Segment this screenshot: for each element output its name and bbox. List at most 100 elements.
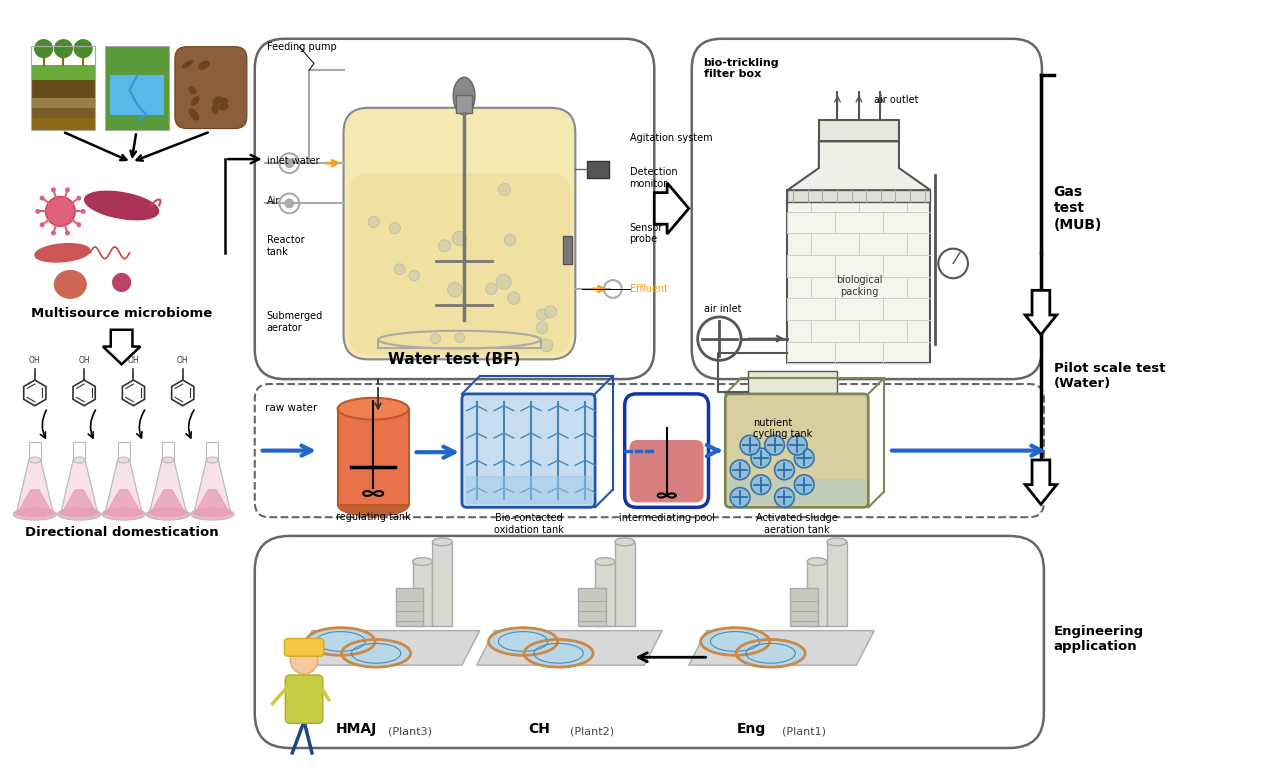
Circle shape: [537, 309, 548, 320]
Bar: [433, 542, 452, 626]
Text: Engineering
application: Engineering application: [1053, 625, 1143, 654]
Ellipse shape: [412, 557, 433, 565]
Bar: [819, 120, 898, 141]
FancyBboxPatch shape: [284, 638, 324, 656]
FancyBboxPatch shape: [344, 108, 575, 359]
Bar: [30, 80, 95, 98]
Ellipse shape: [146, 508, 189, 520]
Ellipse shape: [433, 538, 452, 546]
Ellipse shape: [453, 77, 475, 115]
FancyBboxPatch shape: [255, 39, 655, 379]
Bar: [30, 45, 95, 130]
FancyBboxPatch shape: [629, 440, 703, 503]
Circle shape: [368, 217, 379, 227]
Text: OH: OH: [79, 356, 90, 365]
Polygon shape: [730, 479, 864, 503]
Text: Air: Air: [266, 197, 280, 207]
Circle shape: [81, 209, 85, 214]
Circle shape: [284, 198, 294, 208]
Text: Bio-contacted
oxidation tank: Bio-contacted oxidation tank: [494, 513, 563, 535]
Polygon shape: [466, 476, 591, 503]
Ellipse shape: [15, 507, 55, 517]
Circle shape: [439, 240, 450, 252]
Polygon shape: [195, 490, 230, 512]
Ellipse shape: [338, 494, 409, 517]
Polygon shape: [788, 141, 930, 190]
Ellipse shape: [595, 557, 614, 565]
Bar: [788, 190, 930, 363]
Circle shape: [499, 183, 510, 196]
Bar: [396, 588, 424, 626]
Ellipse shape: [29, 457, 41, 463]
Circle shape: [65, 187, 70, 192]
Ellipse shape: [190, 96, 199, 106]
Circle shape: [39, 222, 44, 227]
Circle shape: [751, 475, 770, 494]
Ellipse shape: [212, 96, 222, 105]
Circle shape: [765, 436, 784, 455]
Text: Agitation system: Agitation system: [629, 133, 712, 143]
Polygon shape: [477, 631, 662, 665]
Circle shape: [508, 292, 520, 305]
Bar: [788, 190, 930, 202]
Bar: [30, 108, 95, 118]
Ellipse shape: [104, 507, 143, 517]
Polygon shape: [36, 244, 90, 262]
Bar: [456, 95, 472, 113]
Text: Eng: Eng: [736, 722, 765, 736]
Ellipse shape: [57, 508, 102, 520]
Text: Activated sludge
aeration tank: Activated sludge aeration tank: [756, 513, 838, 535]
Circle shape: [452, 231, 467, 246]
Bar: [595, 561, 614, 626]
FancyBboxPatch shape: [255, 536, 1044, 748]
Circle shape: [395, 264, 405, 274]
Text: (Plant3): (Plant3): [388, 726, 431, 736]
Ellipse shape: [189, 108, 199, 121]
Text: Effluent: Effluent: [629, 284, 667, 294]
Circle shape: [75, 40, 93, 58]
Circle shape: [544, 306, 557, 318]
Circle shape: [76, 222, 81, 227]
Polygon shape: [194, 460, 231, 514]
Circle shape: [36, 209, 41, 214]
Bar: [747, 371, 836, 412]
Polygon shape: [294, 631, 480, 665]
Bar: [579, 588, 605, 626]
Ellipse shape: [807, 557, 827, 565]
Ellipse shape: [700, 628, 770, 655]
FancyBboxPatch shape: [349, 173, 571, 355]
Circle shape: [788, 436, 807, 455]
Text: air inlet: air inlet: [703, 304, 741, 314]
Bar: [562, 236, 572, 264]
Text: OH: OH: [29, 356, 41, 365]
Circle shape: [794, 475, 813, 494]
FancyBboxPatch shape: [692, 39, 1042, 379]
Circle shape: [794, 448, 813, 468]
Text: bio-trickling
filter box: bio-trickling filter box: [703, 58, 779, 79]
Ellipse shape: [489, 628, 557, 655]
Text: intermediating pool: intermediating pool: [618, 513, 714, 524]
FancyBboxPatch shape: [175, 47, 247, 129]
Text: (Plant1): (Plant1): [783, 726, 826, 736]
Ellipse shape: [341, 639, 411, 667]
Text: OH: OH: [176, 356, 189, 365]
Ellipse shape: [524, 639, 593, 667]
Text: HMAJ: HMAJ: [336, 722, 377, 736]
Circle shape: [496, 274, 511, 289]
FancyBboxPatch shape: [726, 394, 868, 507]
Ellipse shape: [212, 103, 218, 113]
Polygon shape: [105, 460, 142, 514]
Polygon shape: [62, 490, 96, 512]
Circle shape: [65, 231, 70, 235]
Text: biological
packing: biological packing: [836, 275, 882, 297]
Circle shape: [730, 487, 750, 507]
Circle shape: [55, 40, 72, 58]
Text: Directional domestication: Directional domestication: [25, 527, 218, 540]
Circle shape: [454, 333, 464, 343]
FancyBboxPatch shape: [286, 675, 322, 723]
Polygon shape: [61, 460, 98, 514]
Circle shape: [291, 646, 319, 674]
Ellipse shape: [162, 457, 174, 463]
Ellipse shape: [614, 538, 634, 546]
Circle shape: [51, 187, 56, 192]
